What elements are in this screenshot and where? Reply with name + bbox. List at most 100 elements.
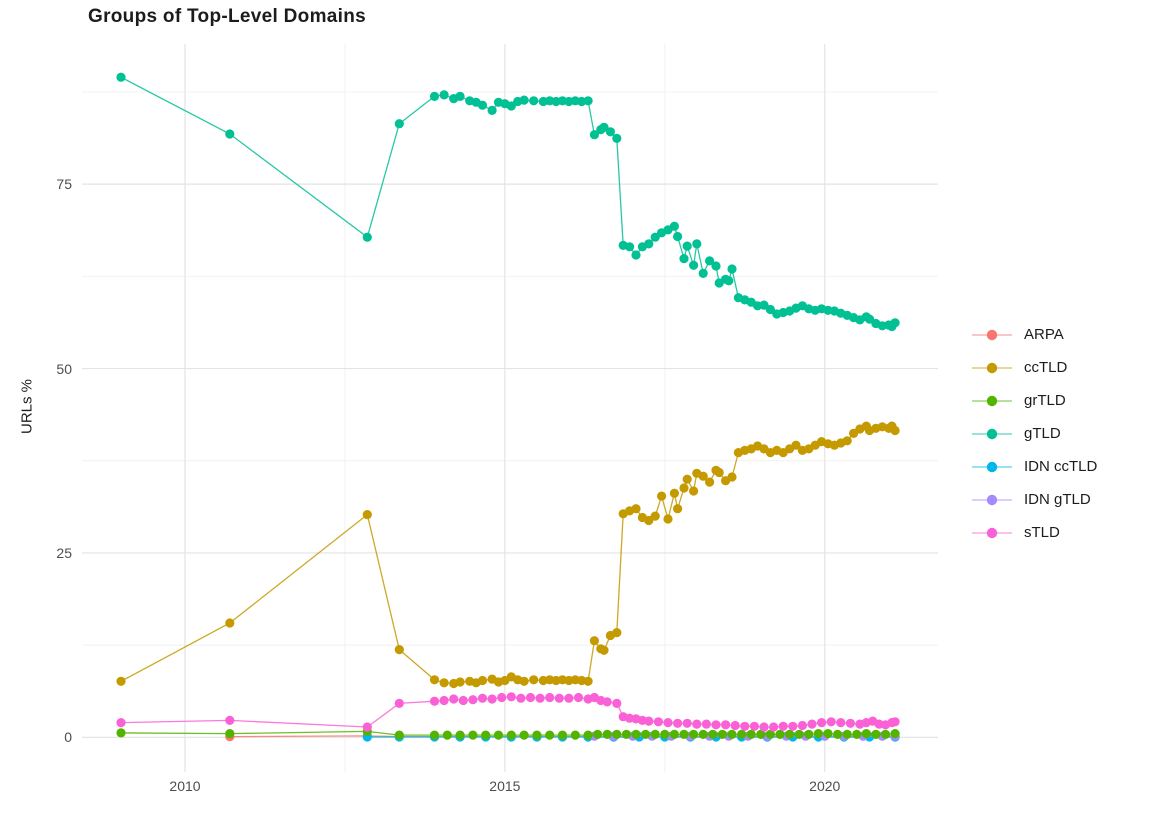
- series-point-grtld: [775, 729, 785, 740]
- series-point-stld: [692, 719, 702, 729]
- series-point-cctld: [705, 477, 715, 487]
- series-point-cctld: [631, 504, 641, 514]
- series-point-cctld: [727, 472, 737, 482]
- series-point-stld: [573, 692, 584, 703]
- series-point-stld: [711, 720, 721, 730]
- series-point-cctld: [225, 618, 235, 628]
- series-point-stld: [663, 718, 673, 728]
- series-point-grtld: [871, 729, 881, 740]
- legend-key-icon: [972, 461, 1012, 472]
- legend-label: IDN gTLD: [1024, 491, 1091, 508]
- legend-item-idn-gtld: IDN gTLD: [972, 483, 1097, 516]
- series-point-stld: [468, 695, 478, 705]
- series-point-grtld: [650, 729, 660, 740]
- series-point-gtld: [673, 231, 683, 242]
- series-point-grtld: [493, 730, 504, 740]
- series-point-stld: [394, 698, 404, 709]
- x-tick-label: 2015: [489, 778, 521, 794]
- series-point-grtld: [717, 729, 728, 740]
- series-point-cctld: [429, 675, 440, 685]
- series-point-stld: [225, 715, 235, 726]
- series-point-cctld: [890, 425, 900, 436]
- series-point-gtld: [599, 122, 609, 132]
- series-point-stld: [890, 717, 900, 727]
- series-point-stld: [769, 722, 779, 732]
- series-point-gtld: [682, 241, 692, 251]
- series-point-cctld: [477, 675, 488, 686]
- series-point-stld: [644, 716, 654, 726]
- series-point-cctld: [599, 645, 609, 655]
- series-point-stld: [759, 722, 769, 732]
- series-point-grtld: [468, 730, 478, 740]
- series-point-grtld: [765, 729, 776, 740]
- legend-item-idn-cctld: IDN ccTLD: [972, 450, 1097, 483]
- series-point-gtld: [362, 232, 372, 242]
- series-point-stld: [797, 720, 808, 731]
- series-point-stld: [826, 717, 836, 727]
- series-point-stld: [497, 692, 507, 703]
- series-point-stld: [682, 718, 692, 728]
- series-point-gtld: [631, 250, 641, 260]
- legend-item-arpa: ARPA: [972, 318, 1097, 351]
- series-point-grtld: [679, 729, 689, 740]
- legend-label: sTLD: [1024, 524, 1060, 541]
- series-point-stld: [458, 695, 468, 706]
- series-point-gtld: [689, 260, 699, 270]
- series-point-cctld: [529, 675, 539, 685]
- series-point-cctld: [612, 628, 622, 638]
- series-point-gtld: [705, 256, 715, 266]
- series-point-gtld: [698, 268, 708, 278]
- series-point-grtld: [506, 730, 516, 740]
- series-point-cctld: [698, 471, 708, 481]
- series-point-gtld: [669, 221, 680, 231]
- series-point-gtld: [583, 96, 593, 106]
- series-point-grtld: [116, 728, 126, 738]
- x-tick-label: 2020: [809, 778, 841, 794]
- series-point-stld: [516, 693, 526, 703]
- series-point-stld: [116, 718, 126, 728]
- series-point-grtld: [612, 729, 622, 740]
- series-point-cctld: [714, 467, 724, 478]
- series-point-stld: [525, 692, 536, 703]
- series-point-gtld: [890, 318, 900, 328]
- series-point-stld: [740, 721, 750, 731]
- series-point-gtld: [625, 242, 635, 252]
- series-point-cctld: [663, 514, 673, 524]
- series-point-grtld: [746, 729, 756, 740]
- series-point-stld: [439, 695, 449, 706]
- y-tick-label: 75: [56, 176, 72, 193]
- legend-key-icon: [972, 362, 1012, 373]
- series-point-grtld: [602, 729, 612, 740]
- series-point-grtld: [583, 730, 593, 740]
- series-point-cctld: [519, 676, 529, 686]
- series-point-grtld: [785, 729, 795, 740]
- series-point-cctld: [455, 677, 465, 687]
- y-tick-label: 50: [56, 360, 72, 377]
- series-point-grtld: [593, 729, 603, 740]
- series-point-gtld: [727, 264, 737, 274]
- legend-label: ARPA: [1024, 326, 1064, 343]
- series-point-grtld: [852, 729, 862, 740]
- series-point-stld: [701, 719, 712, 729]
- series-point-grtld: [532, 730, 542, 740]
- series-point-cctld: [842, 436, 852, 446]
- chart-title: Groups of Top-Level Domains: [88, 6, 366, 27]
- series-point-cctld: [394, 645, 404, 655]
- series-point-stld: [721, 720, 731, 730]
- series-point-gtld: [759, 300, 769, 310]
- series-point-stld: [788, 721, 798, 731]
- series-point-grtld: [455, 730, 465, 740]
- series-line-stld: [120, 696, 896, 728]
- series-point-gtld: [711, 261, 721, 271]
- legend-item-gtld: gTLD: [972, 417, 1097, 450]
- series-point-stld: [836, 718, 846, 728]
- x-tick-label: 2010: [169, 778, 201, 794]
- series-point-stld: [477, 693, 488, 703]
- series-point-grtld: [669, 729, 680, 740]
- series-point-grtld: [823, 729, 833, 739]
- legend-key-icon: [972, 527, 1012, 538]
- series-point-cctld: [791, 440, 801, 450]
- series-line-gtld: [120, 76, 896, 328]
- series-point-cctld: [644, 515, 654, 526]
- legend-item-stld: sTLD: [972, 516, 1097, 549]
